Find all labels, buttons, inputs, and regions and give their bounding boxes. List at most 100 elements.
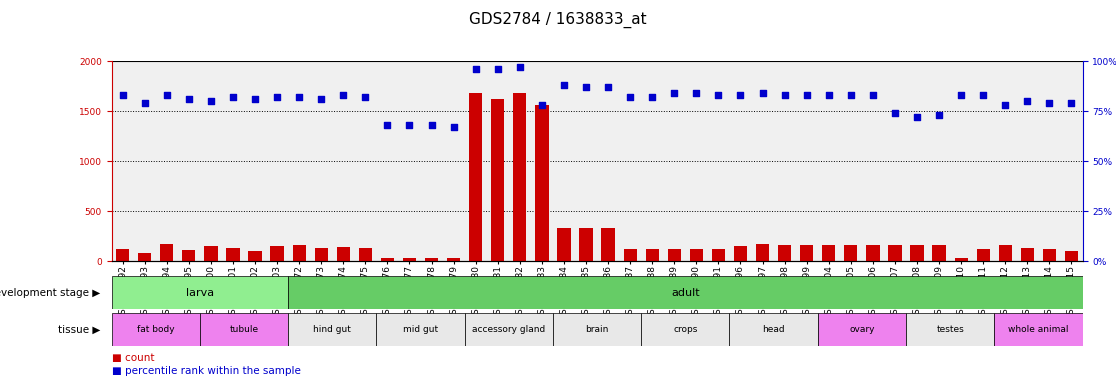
Point — [665, 90, 683, 96]
Bar — [954, 258, 968, 261]
Bar — [1042, 249, 1056, 261]
Bar — [602, 228, 615, 261]
Point — [753, 90, 771, 96]
Text: mid gut: mid gut — [403, 325, 439, 334]
Bar — [624, 249, 637, 261]
Bar — [270, 246, 283, 261]
Point — [335, 92, 353, 98]
Point — [290, 94, 308, 101]
FancyBboxPatch shape — [112, 276, 288, 309]
Text: larva: larva — [185, 288, 214, 298]
Bar — [403, 258, 416, 261]
Bar — [690, 249, 703, 261]
FancyBboxPatch shape — [288, 313, 376, 346]
Bar — [667, 249, 681, 261]
Text: tubule: tubule — [230, 325, 259, 334]
Bar — [712, 249, 725, 261]
Bar — [844, 245, 857, 261]
Bar — [976, 249, 990, 261]
Bar — [425, 258, 439, 261]
Bar — [536, 105, 549, 261]
Bar — [557, 228, 570, 261]
FancyBboxPatch shape — [642, 313, 730, 346]
Text: tissue ▶: tissue ▶ — [58, 324, 100, 334]
Point — [710, 92, 728, 98]
Text: hind gut: hind gut — [314, 325, 352, 334]
Point — [423, 122, 441, 128]
Bar — [292, 245, 306, 261]
Point — [930, 112, 947, 118]
Bar — [448, 258, 460, 261]
FancyBboxPatch shape — [994, 313, 1083, 346]
Text: testes: testes — [936, 325, 964, 334]
Bar — [1065, 251, 1078, 261]
Text: accessory gland: accessory gland — [472, 325, 546, 334]
FancyBboxPatch shape — [818, 313, 906, 346]
Point — [180, 96, 198, 103]
Point — [157, 92, 175, 98]
Bar — [888, 245, 902, 261]
Bar — [756, 244, 769, 261]
Point — [841, 92, 859, 98]
Bar — [1021, 248, 1035, 261]
Bar — [911, 245, 924, 261]
Bar — [161, 244, 173, 261]
Point — [732, 92, 750, 98]
FancyBboxPatch shape — [464, 313, 552, 346]
Point — [908, 114, 926, 121]
Point — [577, 84, 595, 91]
Bar — [513, 93, 527, 261]
FancyBboxPatch shape — [552, 313, 642, 346]
Point — [268, 94, 286, 101]
Point — [1019, 98, 1037, 104]
Point — [599, 84, 617, 91]
Point — [444, 124, 462, 131]
FancyBboxPatch shape — [112, 313, 200, 346]
Bar — [933, 245, 945, 261]
Bar — [337, 247, 350, 261]
Bar — [645, 249, 658, 261]
Text: fat body: fat body — [137, 325, 174, 334]
FancyBboxPatch shape — [730, 313, 818, 346]
Point — [974, 92, 992, 98]
Bar — [116, 249, 129, 261]
Point — [643, 94, 661, 101]
Point — [312, 96, 330, 103]
Text: whole animal: whole animal — [1008, 325, 1069, 334]
Text: GDS2784 / 1638833_at: GDS2784 / 1638833_at — [469, 12, 647, 28]
Point — [886, 110, 904, 116]
Point — [224, 94, 242, 101]
Point — [776, 92, 793, 98]
Text: head: head — [762, 325, 785, 334]
Bar — [315, 248, 328, 261]
Point — [864, 92, 882, 98]
Bar — [800, 245, 814, 261]
Bar — [249, 251, 261, 261]
Bar — [358, 248, 372, 261]
Point — [136, 100, 154, 106]
Text: adult: adult — [671, 288, 700, 298]
Bar — [469, 93, 482, 261]
FancyBboxPatch shape — [906, 313, 994, 346]
Point — [622, 94, 639, 101]
Point — [555, 82, 573, 88]
Point — [401, 122, 418, 128]
Point — [1062, 100, 1080, 106]
Point — [1040, 100, 1058, 106]
Bar — [866, 245, 879, 261]
Text: brain: brain — [586, 325, 608, 334]
Point — [997, 102, 1014, 108]
Text: ■ percentile rank within the sample: ■ percentile rank within the sample — [112, 366, 300, 376]
Bar — [381, 258, 394, 261]
Bar — [579, 228, 593, 261]
Point — [247, 96, 264, 103]
Point — [114, 92, 132, 98]
Bar — [491, 99, 504, 261]
Point — [798, 92, 816, 98]
Point — [378, 122, 396, 128]
Text: crops: crops — [673, 325, 698, 334]
Point — [820, 92, 838, 98]
Point — [489, 66, 507, 73]
Bar — [999, 245, 1012, 261]
Point — [202, 98, 220, 104]
